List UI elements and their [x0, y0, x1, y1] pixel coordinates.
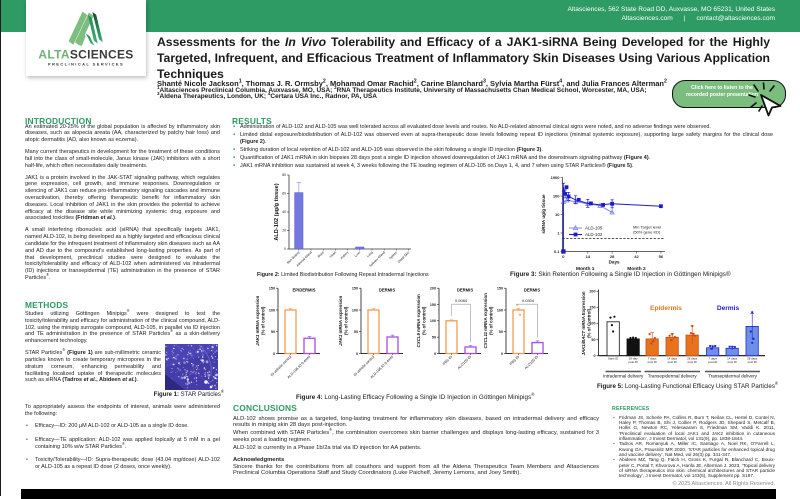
svg-text:50: 50 [499, 330, 503, 334]
svg-text:100: 100 [430, 319, 436, 323]
svg-text:Sans ID: Sans ID [608, 357, 618, 361]
svg-text:Intradermal delivery: Intradermal delivery [603, 374, 644, 379]
svg-text:PBS ID: PBS ID [509, 355, 520, 366]
svg-text:JAK1/BACT mRNA Expression: JAK1/BACT mRNA Expression [581, 291, 586, 355]
svg-text:Month 2: Month 2 [627, 266, 646, 272]
svg-text:(% of Control): (% of Control) [587, 308, 592, 338]
svg-text:Month 1: Month 1 [576, 266, 595, 272]
svg-text:DERMIS: DERMIS [457, 288, 473, 293]
svg-text:28: 28 [610, 254, 615, 259]
svg-text:Min Target level: Min Target level [633, 225, 661, 230]
svg-text:0: 0 [434, 352, 436, 356]
svg-text:(% of control): (% of control) [260, 306, 265, 335]
svg-text:CXCL9 mRNA expression: CXCL9 mRNA expression [416, 294, 421, 348]
svg-text:1000: 1000 [551, 175, 561, 180]
svg-text:0: 0 [356, 352, 358, 356]
svg-text:post ID: post ID [708, 360, 717, 364]
svg-text:post ID: post ID [648, 360, 657, 364]
svg-text:post ID: post ID [728, 360, 737, 364]
svg-text:0: 0 [273, 352, 275, 356]
svg-text:14: 14 [586, 254, 591, 259]
svg-text:Transepidermal delivery: Transepidermal delivery [648, 374, 698, 379]
svg-text:1: 1 [557, 230, 560, 235]
svg-text:Lung: Lung [366, 250, 374, 258]
svg-text:0: 0 [562, 254, 565, 259]
svg-text:Transepidermal delivery: Transepidermal delivery [708, 374, 758, 379]
svg-text:PRECLINICAL SERVICES: PRECLINICAL SERVICES [47, 62, 123, 67]
svg-text:(50% gene KD): (50% gene KD) [633, 230, 661, 235]
svg-text:150: 150 [269, 287, 275, 291]
svg-text:28 days: 28 days [687, 357, 698, 361]
svg-text:14 days: 14 days [667, 357, 678, 361]
svg-text:100: 100 [497, 308, 503, 312]
svg-text:Brain: Brain [317, 250, 325, 258]
svg-text:post ID: post ID [629, 360, 638, 364]
svg-text:0.0304: 0.0304 [522, 298, 535, 303]
svg-text:Liver: Liver [354, 250, 362, 258]
svg-text:7 days: 7 days [708, 357, 717, 361]
svg-text:0: 0 [593, 354, 595, 358]
svg-text:ALTASCIENCES: ALTASCIENCES [38, 48, 133, 62]
svg-text:150: 150 [430, 303, 436, 307]
svg-text:150: 150 [589, 306, 595, 310]
svg-text:EPIDERMIS: EPIDERMIS [292, 288, 315, 293]
svg-text:100: 100 [352, 308, 358, 312]
svg-text:JAK1 mRNA expression: JAK1 mRNA expression [338, 295, 343, 345]
svg-text:post ID: post ID [688, 360, 697, 364]
svg-text:0.1: 0.1 [554, 249, 560, 254]
svg-text:PBS ID: PBS ID [442, 355, 453, 366]
svg-text:50: 50 [354, 330, 358, 334]
svg-text:ALD-105: ALD-105 [585, 226, 603, 231]
svg-text:DERMIS: DERMIS [524, 288, 540, 293]
svg-text:post ID: post ID [748, 360, 757, 364]
svg-text:56: 56 [659, 254, 664, 259]
svg-text:Epidermis: Epidermis [650, 305, 682, 312]
svg-text:ALD105 ID: ALD105 ID [524, 355, 540, 371]
svg-text:Heart: Heart [329, 250, 337, 258]
svg-text:100: 100 [553, 193, 560, 198]
svg-text:200: 200 [589, 290, 595, 294]
svg-text:siRNA ug/g tissue: siRNA ug/g tissue [541, 194, 546, 234]
svg-text:0.0084: 0.0084 [455, 298, 468, 303]
svg-text:JAK1 mRNA expression: JAK1 mRNA expression [255, 295, 260, 345]
svg-text:50: 50 [432, 336, 436, 340]
svg-text:Distal Skin: Distal Skin [397, 250, 411, 264]
svg-text:0: 0 [501, 352, 503, 356]
svg-text:CXCL11 mRNA expression: CXCL11 mRNA expression [483, 293, 488, 349]
svg-text:80: 80 [282, 173, 286, 177]
svg-text:200: 200 [430, 287, 436, 291]
svg-text:(% of control): (% of control) [488, 306, 493, 335]
svg-text:ALD-102: ALD-102 [585, 232, 603, 237]
svg-text:150: 150 [352, 287, 358, 291]
svg-text:14 days: 14 days [727, 357, 738, 361]
svg-text:40: 40 [282, 210, 286, 214]
svg-text:0: 0 [284, 247, 286, 251]
svg-text:100: 100 [269, 308, 275, 312]
svg-text:Dermis: Dermis [717, 305, 740, 312]
svg-text:DERMIS: DERMIS [379, 288, 395, 293]
svg-text:50: 50 [591, 338, 595, 342]
svg-text:100: 100 [589, 322, 595, 326]
svg-text:(% of control): (% of control) [421, 306, 426, 335]
svg-text:28 days: 28 days [747, 357, 758, 361]
svg-text:42: 42 [634, 254, 639, 259]
svg-text:7 days: 7 days [648, 357, 657, 361]
svg-text:28-day: 28-day [629, 357, 638, 361]
svg-text:(% of control): (% of control) [343, 306, 348, 335]
svg-text:150: 150 [497, 287, 503, 291]
svg-text:post ID: post ID [668, 360, 677, 364]
svg-text:20: 20 [282, 229, 286, 233]
svg-text:Spleen: Spleen [388, 250, 398, 260]
svg-text:Kidney: Kidney [340, 250, 350, 260]
svg-text:Days: Days [609, 260, 620, 265]
svg-text:ALD105 ID: ALD105 ID [457, 355, 473, 371]
svg-text:10: 10 [555, 212, 560, 217]
svg-text:60: 60 [282, 192, 286, 196]
svg-text:ALD-102 (µg/g tissue): ALD-102 (µg/g tissue) [274, 183, 280, 240]
svg-text:50: 50 [271, 330, 275, 334]
